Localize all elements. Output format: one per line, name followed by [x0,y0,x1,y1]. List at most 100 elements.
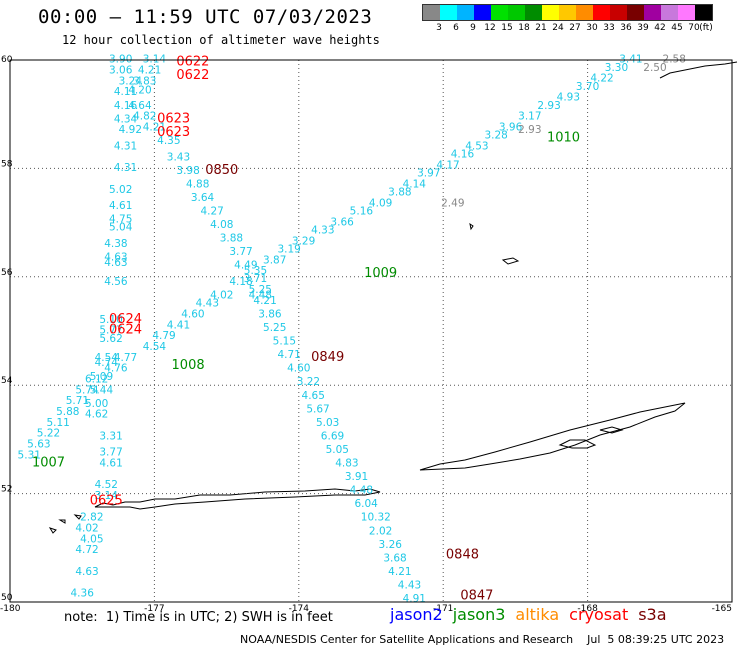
wave-height-value: 4.52 [95,479,118,491]
scale-swatch [457,5,474,20]
scale-swatch [559,5,576,20]
wave-height-value: 5.16 [350,205,374,217]
y-tick-label: 56 [1,268,13,278]
wave-height-value: 4.08 [210,219,233,231]
legend-entry-s3a: s3a [638,605,667,624]
wave-height-value: 5.05 [326,444,349,456]
wave-height-value: 6.69 [321,430,344,442]
wave-height-value: 4.43 [196,298,219,310]
wave-height-value: 4.61 [109,200,132,212]
wave-height-value: 3.06 [109,65,133,77]
wave-height-value: 4.31 [114,162,137,174]
wave-height-value: 4.71 [277,349,300,361]
wave-height-value: 10.32 [361,512,391,524]
legend-entry-jason3: jason3 [452,605,506,624]
wave-height-value: 3.86 [258,308,282,320]
wave-height-value: 5.11 [46,417,69,429]
wave-height-value: 4.75 [109,214,132,226]
wave-height-value: 5.88 [56,406,79,418]
wave-height-value: 5.25 [263,322,286,334]
wave-height-value: 5.35 [244,265,267,277]
scale-swatch [593,5,610,20]
scale-swatch [491,5,508,20]
wave-height-value: 2.50 [643,62,666,74]
pass-time-label: 0622 [176,54,209,69]
wave-height-value: 4.62 [85,409,108,421]
wave-height-value: 5.25 [249,284,272,296]
scale-swatch [695,5,712,20]
wave-height-value: 4.31 [114,140,137,152]
wave-height-value: 4.88 [186,178,209,190]
y-tick-label: 54 [1,376,13,386]
wave-height-value: 3.14 [95,490,119,502]
scale-label: 27 [569,23,581,33]
wave-height-value: 4.60 [181,308,204,320]
wave-height-value: 3.70 [576,81,599,93]
wave-height-value: 2.93 [537,100,560,112]
wave-height-value: 3.17 [518,111,541,123]
aleutian-islands-west [48,514,82,534]
x-tick-label: -177 [144,604,164,614]
wave-height-value: 4.72 [75,544,98,556]
y-tick-label: 58 [1,159,13,169]
wave-height-value: 4.43 [398,579,421,591]
mainland-alaska-coastline [659,61,738,79]
pass-time-label: 0847 [460,588,493,603]
wave-height-value: 3.88 [220,233,243,245]
wave-height-value: 5.62 [99,333,122,345]
wave-height-value: 3.97 [417,168,440,180]
wave-height-value: 3.98 [176,165,199,177]
wave-height-value: 4.21 [253,295,276,307]
wave-height-value: 5.22 [37,428,60,440]
wave-height-value: 4.56 [104,276,128,288]
wave-height-value: 3.68 [383,552,406,564]
wave-height-value: 4.77 [114,352,137,364]
aleutian-coastline [94,488,381,510]
wave-height-value: 4.83 [335,458,358,470]
pass-time-label: 0624 [109,323,142,338]
chart-title: 00:00 — 11:59 UTC 07/03/2023 [38,6,373,28]
wave-height-value: 4.65 [302,390,325,402]
wave-height-value: 5.74 [75,384,99,396]
wave-height-value: 5.02 [109,184,132,196]
scale-label: (ft) [699,23,713,33]
scale-label: 24 [552,23,564,33]
wave-height-value: 4.74 [95,357,119,369]
wave-height-value: 3.22 [297,376,320,388]
wave-height-value: 3.71 [244,273,267,285]
wave-height-value: 4.14 [403,178,427,190]
pass-time-label: 0623 [157,125,190,140]
wave-height-value: 4.48 [249,289,272,301]
wave-height-value: 5.03 [316,417,339,429]
wave-height-value: 3.83 [133,75,156,87]
wave-height-value: 3.19 [277,243,300,255]
wave-height-value: 4.21 [143,121,166,133]
wave-height-value: 5.04 [109,222,133,234]
wave-height-value: 3.43 [167,151,190,163]
wave-height-value: 3.31 [99,430,122,442]
coastline-layer [48,61,738,534]
wave-height-value: 4.21 [388,566,411,578]
wave-height-value: 5.44 [90,384,114,396]
scale-swatch [525,5,542,20]
wave-height-value: 6.12 [85,373,108,385]
legend-entry-altika: altika [515,605,560,624]
scale-label: 9 [470,23,476,33]
wave-height-value: 3.88 [388,187,411,199]
scale-label: 6 [453,23,459,33]
x-tick-label: -180 [0,604,21,614]
wave-height-value: 5.63 [27,439,50,451]
wave-height-value: 3.30 [605,62,628,74]
scale-label: 42 [654,23,666,33]
wave-height-value: 5.67 [306,403,329,415]
wave-height-value: 3.26 [379,539,403,551]
scale-swatch [440,5,457,20]
wave-height-value: 4.91 [403,593,426,605]
wave-height-value: 4.16 [451,149,475,161]
wave-height-value: 4.54 [95,352,119,364]
scale-swatch [627,5,644,20]
scale-swatch [644,5,661,20]
scale-label: 39 [637,23,649,33]
wave-height-value: 4.49 [234,260,257,272]
